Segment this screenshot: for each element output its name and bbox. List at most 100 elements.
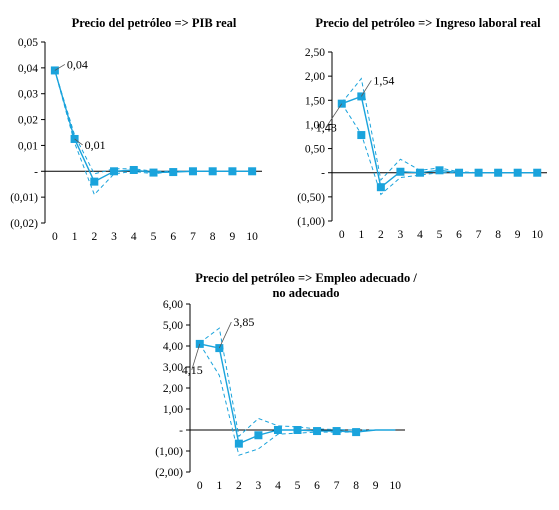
chart-2: Precio del petróleo => Ingreso laboral r… <box>297 16 547 241</box>
y-tick-label: (0,01) <box>10 192 38 204</box>
data-label-leader <box>191 343 201 371</box>
data-point <box>110 167 119 176</box>
data-point <box>396 167 405 176</box>
x-tick-label: 9 <box>515 229 521 241</box>
x-tick-label: 7 <box>190 231 196 243</box>
y-tick-label: 6,00 <box>163 299 183 311</box>
x-tick-label: 5 <box>437 229 443 241</box>
data-point <box>494 168 503 177</box>
data-label: 3,85 <box>233 315 254 329</box>
y-tick-label: 1,50 <box>305 95 325 107</box>
y-tick-label: 3,00 <box>163 362 183 374</box>
x-tick-label: 2 <box>91 231 97 243</box>
chart-1-title-line-1: Precio del petróleo => PIB real <box>72 16 237 30</box>
y-tick-label: (0,50) <box>297 192 325 204</box>
data-point <box>313 427 322 436</box>
data-label-leader <box>360 80 372 97</box>
data-point <box>533 168 542 177</box>
x-tick-label: 2 <box>236 480 242 492</box>
y-tick-label: 0,50 <box>305 144 325 156</box>
data-point <box>293 426 302 434</box>
x-tick-label: 9 <box>373 480 379 492</box>
chart-2-title-line-1: Precio del petróleo => Ingreso laboral r… <box>315 16 541 30</box>
data-label-leader <box>74 138 83 146</box>
x-tick-label: 7 <box>334 480 340 492</box>
data-point <box>474 168 483 177</box>
x-tick-label: 1 <box>72 231 78 243</box>
x-tick-label: 5 <box>295 480 301 492</box>
x-tick-label: 5 <box>151 231 157 243</box>
data-label: 0,04 <box>67 57 88 71</box>
data-label-leader <box>325 103 343 128</box>
confidence-band-line <box>341 77 538 182</box>
data-point <box>248 167 257 176</box>
y-tick-label: - <box>321 168 325 180</box>
y-tick-label: 1,00 <box>163 404 183 416</box>
data-point <box>254 431 263 440</box>
confidence-band-line <box>199 343 396 456</box>
x-tick-label: 6 <box>170 231 176 243</box>
data-point <box>149 168 158 177</box>
data-label-leader <box>54 64 66 71</box>
x-tick-label: 6 <box>314 480 320 492</box>
x-tick-label: 10 <box>531 229 543 241</box>
y-tick-label: 0,05 <box>18 37 38 49</box>
data-label: 0,01 <box>85 138 106 152</box>
y-tick-label: - <box>179 425 183 437</box>
data-label: 4,15 <box>182 363 203 377</box>
y-tick-label: 0,02 <box>18 115 38 127</box>
data-point <box>129 165 138 174</box>
x-tick-label: 0 <box>52 231 58 243</box>
x-tick-label: 7 <box>476 229 482 241</box>
y-tick-label: 4,00 <box>163 341 183 353</box>
x-tick-label: 4 <box>275 480 281 492</box>
data-point <box>169 168 178 177</box>
confidence-band-line <box>341 103 538 196</box>
data-point <box>188 167 197 176</box>
x-tick-label: 10 <box>246 231 258 243</box>
data-point <box>234 439 243 448</box>
x-tick-label: 3 <box>111 231 117 243</box>
y-tick-label: 2,00 <box>305 71 325 83</box>
x-tick-label: 9 <box>230 231 236 243</box>
confidence-band-line <box>199 327 396 438</box>
y-tick-label: 1,00 <box>305 119 325 131</box>
data-label: 1,54 <box>373 73 394 87</box>
chart-3-title-line-1: Precio del petróleo => Empleo adecuado / <box>195 271 417 285</box>
x-tick-label: 10 <box>389 480 401 492</box>
x-tick-label: 8 <box>210 231 216 243</box>
x-tick-label: 1 <box>216 480 222 492</box>
confidence-band-line <box>54 70 253 175</box>
data-point <box>357 131 366 140</box>
x-tick-label: 0 <box>339 229 345 241</box>
data-point <box>376 183 385 192</box>
x-tick-label: 3 <box>256 480 262 492</box>
data-point <box>228 167 237 176</box>
x-tick-label: 8 <box>353 480 359 492</box>
x-tick-label: 3 <box>398 229 404 241</box>
data-point <box>352 428 361 437</box>
y-tick-label: 0,04 <box>18 63 38 75</box>
x-tick-label: 0 <box>197 480 203 492</box>
data-label-leader <box>218 321 232 349</box>
x-tick-label: 2 <box>378 229 384 241</box>
impulse-response-line <box>54 70 253 183</box>
x-tick-label: 8 <box>495 229 501 241</box>
data-point <box>208 167 217 176</box>
x-tick-label: 4 <box>131 231 137 243</box>
chart-3: Precio del petróleo => Empleo adecuado /… <box>155 271 417 492</box>
data-point <box>513 168 522 177</box>
data-point <box>332 427 341 436</box>
x-tick-label: 1 <box>358 229 364 241</box>
y-tick-label: (1,00) <box>297 216 325 228</box>
data-label: 1,48 <box>316 121 337 135</box>
data-point <box>435 166 444 175</box>
y-tick-label: (0,02) <box>10 218 38 230</box>
data-point <box>415 168 424 177</box>
chart-1: Precio del petróleo => PIB real 0,05 0,04 0… <box>10 16 262 243</box>
x-tick-label: 4 <box>417 229 423 241</box>
y-tick-label: 0,03 <box>18 89 38 101</box>
y-tick-label: 2,50 <box>305 47 325 59</box>
y-tick-label: (1,00) <box>155 446 183 458</box>
